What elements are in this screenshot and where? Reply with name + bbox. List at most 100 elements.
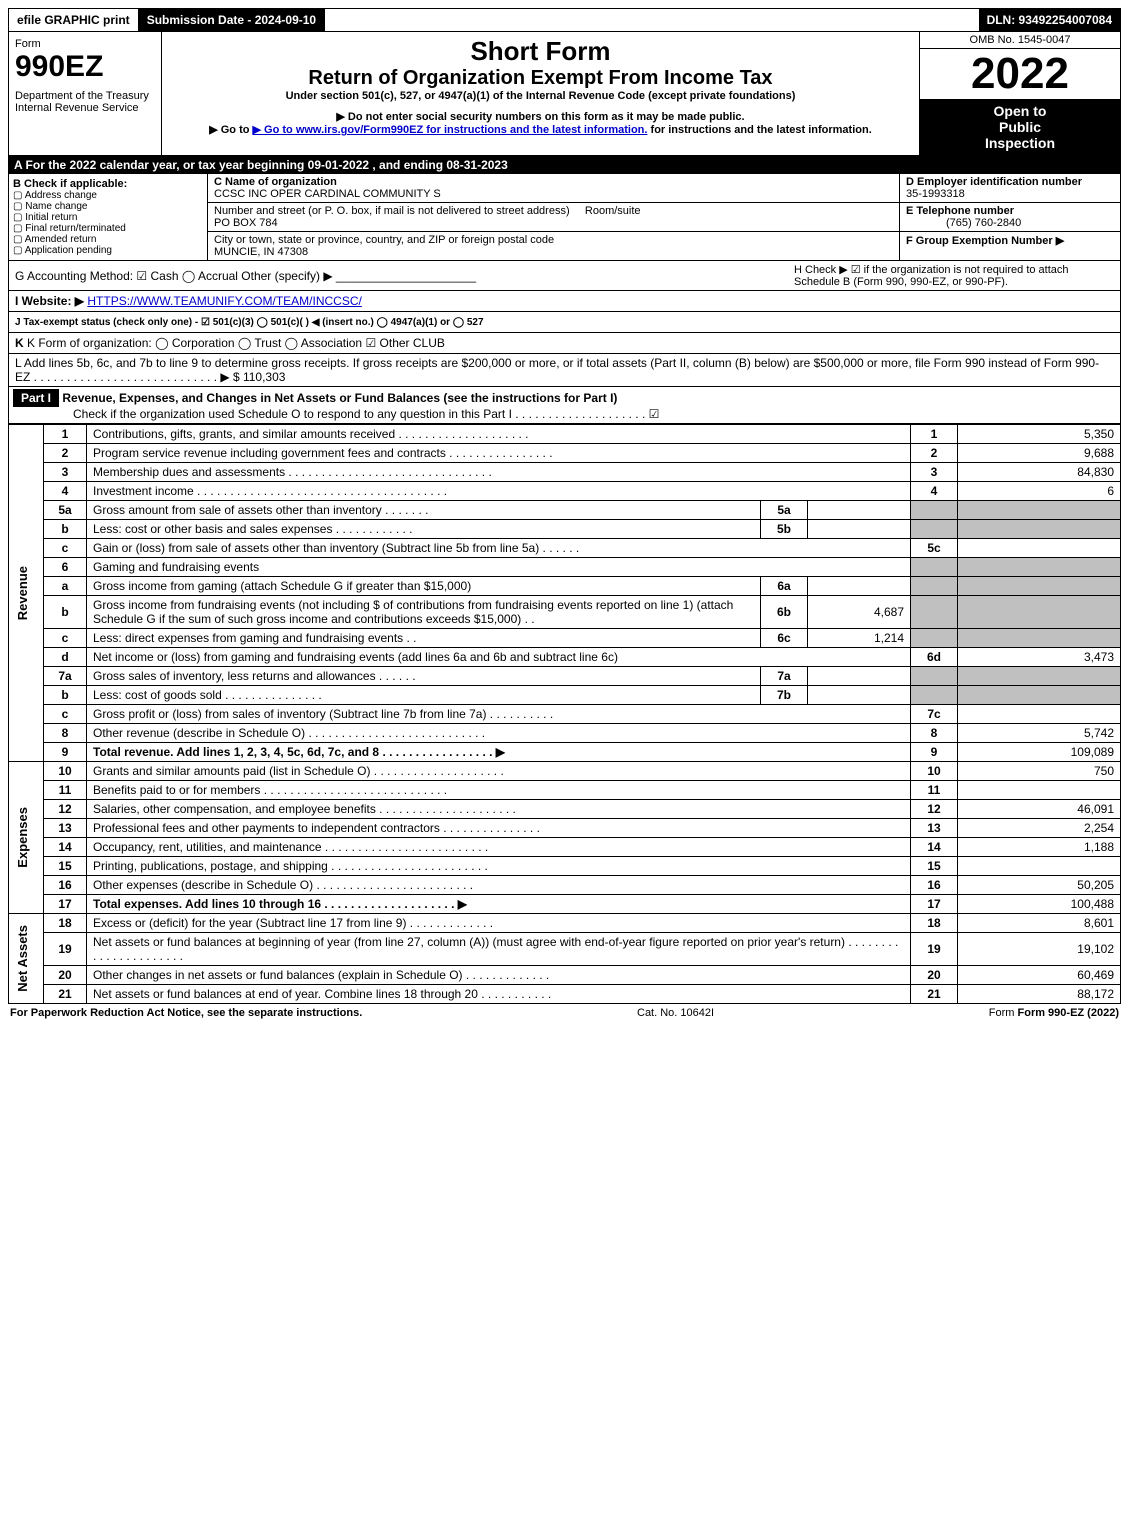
- b-label: B Check if applicable:: [13, 178, 203, 190]
- ln11-desc: Benefits paid to or for members . . . . …: [87, 781, 911, 800]
- ln5b-no: b: [44, 520, 87, 539]
- open-line3: Inspection: [924, 135, 1116, 151]
- ln6d-no: d: [44, 648, 87, 667]
- ln3-num: 3: [911, 463, 958, 482]
- ln5b-sub: 5b: [761, 520, 808, 539]
- ln6a-no: a: [44, 577, 87, 596]
- ln8-val: 5,742: [958, 724, 1121, 743]
- ln12-no: 12: [44, 800, 87, 819]
- ln7b-desc: Less: cost of goods sold . . . . . . . .…: [87, 686, 761, 705]
- ln7c-desc: Gross profit or (loss) from sales of inv…: [87, 705, 911, 724]
- ln15-desc: Printing, publications, postage, and shi…: [87, 857, 911, 876]
- k-value: K Form of organization: ◯ Corporation ◯ …: [27, 336, 445, 350]
- ln4-val: 6: [958, 482, 1121, 501]
- row-l: L Add lines 5b, 6c, and 7b to line 9 to …: [8, 354, 1121, 387]
- submission-date: Submission Date - 2024-09-10: [139, 9, 325, 31]
- footer-center: Cat. No. 10642I: [637, 1007, 714, 1019]
- form-number: 990EZ: [15, 50, 155, 84]
- ln6b-no: b: [44, 596, 87, 629]
- side-netassets: Net Assets: [9, 914, 44, 1004]
- form-word: Form: [15, 38, 155, 50]
- ln10-no: 10: [44, 762, 87, 781]
- header-left: Form 990EZ Department of the Treasury In…: [9, 32, 162, 155]
- ln6-desc: Gaming and fundraising events: [87, 558, 911, 577]
- ln10-desc: Grants and similar amounts paid (list in…: [87, 762, 911, 781]
- part1-title: Revenue, Expenses, and Changes in Net As…: [62, 391, 617, 405]
- ln2-no: 2: [44, 444, 87, 463]
- ln6a-sv: [808, 577, 911, 596]
- room-label: Room/suite: [585, 205, 641, 217]
- ln7a-no: 7a: [44, 667, 87, 686]
- ln6c-no: c: [44, 629, 87, 648]
- ln5c-no: c: [44, 539, 87, 558]
- ln7a-desc: Gross sales of inventory, less returns a…: [87, 667, 761, 686]
- chk-initial-return[interactable]: ▢ Initial return: [13, 212, 203, 223]
- ln11-num: 11: [911, 781, 958, 800]
- ln3-desc: Membership dues and assessments . . . . …: [87, 463, 911, 482]
- section-b: B Check if applicable: ▢ Address change …: [9, 174, 208, 260]
- f-group-label: F Group Exemption Number ▶: [906, 235, 1064, 247]
- ln15-num: 15: [911, 857, 958, 876]
- ln13-desc: Professional fees and other payments to …: [87, 819, 911, 838]
- efile-label[interactable]: efile GRAPHIC print: [9, 9, 139, 31]
- ln20-no: 20: [44, 966, 87, 985]
- ln13-num: 13: [911, 819, 958, 838]
- irs-link[interactable]: ▶ Go to www.irs.gov/Form990EZ for instru…: [253, 124, 648, 136]
- c-name-label: C Name of organization: [214, 176, 337, 188]
- website-link[interactable]: HTTPS://WWW.TEAMUNIFY.COM/TEAM/INCCSC/: [87, 294, 361, 308]
- e-phone: (765) 760-2840: [906, 217, 1021, 229]
- ln20-desc: Other changes in net assets or fund bala…: [87, 966, 911, 985]
- row-i: I Website: ▶ HTTPS://WWW.TEAMUNIFY.COM/T…: [8, 291, 1121, 312]
- goto-link[interactable]: ▶ Go to ▶ Go to www.irs.gov/Form990EZ fo…: [166, 123, 915, 136]
- ln5c-desc: Gain or (loss) from sale of assets other…: [87, 539, 911, 558]
- ln19-num: 19: [911, 933, 958, 966]
- ssn-warning: ▶ Do not enter social security numbers o…: [166, 110, 915, 123]
- ln7c-num: 7c: [911, 705, 958, 724]
- chk-name-change[interactable]: ▢ Name change: [13, 201, 203, 212]
- ln7b-sub: 7b: [761, 686, 808, 705]
- under-section: Under section 501(c), 527, or 4947(a)(1)…: [166, 90, 915, 102]
- ln14-desc: Occupancy, rent, utilities, and maintena…: [87, 838, 911, 857]
- ln18-no: 18: [44, 914, 87, 933]
- ln2-val: 9,688: [958, 444, 1121, 463]
- ln5a-grey: [911, 501, 958, 520]
- ln11-no: 11: [44, 781, 87, 800]
- ln16-val: 50,205: [958, 876, 1121, 895]
- ln6b-sub: 6b: [761, 596, 808, 629]
- dln: DLN: 93492254007084: [979, 9, 1120, 31]
- chk-application-pending[interactable]: ▢ Application pending: [13, 245, 203, 256]
- dept-irs: Internal Revenue Service: [15, 102, 155, 114]
- ln18-num: 18: [911, 914, 958, 933]
- chk-address-change[interactable]: ▢ Address change: [13, 190, 203, 201]
- ln21-val: 88,172: [958, 985, 1121, 1004]
- chk-amended-return[interactable]: ▢ Amended return: [13, 234, 203, 245]
- side-revenue: Revenue: [9, 425, 44, 762]
- ln14-val: 1,188: [958, 838, 1121, 857]
- dept-treasury: Department of the Treasury: [15, 90, 155, 102]
- city-label: City or town, state or province, country…: [214, 234, 554, 246]
- row-k: K K Form of organization: ◯ Corporation …: [8, 333, 1121, 354]
- ln6d-num: 6d: [911, 648, 958, 667]
- footer-form: Form 990-EZ (2022): [1018, 1007, 1119, 1019]
- ln7b-no: b: [44, 686, 87, 705]
- ln10-num: 10: [911, 762, 958, 781]
- ln5a-sub: 5a: [761, 501, 808, 520]
- j-tax-exempt: J Tax-exempt status (check only one) - ☑…: [9, 315, 1120, 330]
- i-label: I Website: ▶: [15, 294, 84, 308]
- ln20-num: 20: [911, 966, 958, 985]
- e-phone-label: E Telephone number: [906, 205, 1014, 217]
- k-form-org: K: [15, 336, 24, 350]
- part1-check: Check if the organization used Schedule …: [13, 407, 659, 421]
- top-bar: efile GRAPHIC print Submission Date - 20…: [8, 8, 1121, 32]
- ln6c-sv: 1,214: [808, 629, 911, 648]
- ln9-no: 9: [44, 743, 87, 762]
- ln19-val: 19,102: [958, 933, 1121, 966]
- h-check: H Check ▶ ☑ if the organization is not r…: [788, 261, 1120, 290]
- ln5a-desc: Gross amount from sale of assets other t…: [87, 501, 761, 520]
- ln6-no: 6: [44, 558, 87, 577]
- ln8-no: 8: [44, 724, 87, 743]
- ln5a-no: 5a: [44, 501, 87, 520]
- footer: For Paperwork Reduction Act Notice, see …: [8, 1004, 1121, 1022]
- street-value: PO BOX 784: [214, 217, 278, 229]
- chk-final-return[interactable]: ▢ Final return/terminated: [13, 223, 203, 234]
